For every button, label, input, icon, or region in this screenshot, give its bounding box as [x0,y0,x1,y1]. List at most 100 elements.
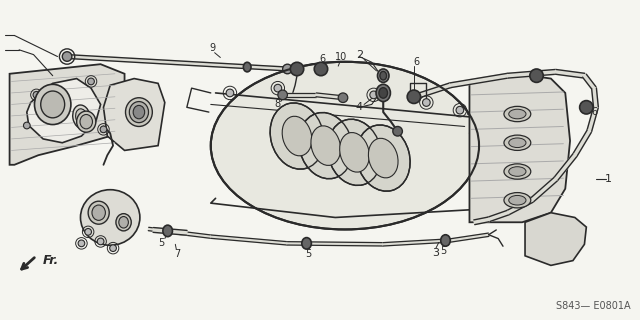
Text: 8: 8 [275,100,281,109]
Polygon shape [450,233,489,242]
Text: 6: 6 [320,54,326,64]
Ellipse shape [80,115,92,129]
Polygon shape [582,74,596,90]
Ellipse shape [81,190,140,245]
Ellipse shape [509,138,526,148]
Text: 5: 5 [305,249,312,259]
Text: 10: 10 [335,52,348,61]
Ellipse shape [119,217,129,228]
Ellipse shape [52,95,66,114]
Ellipse shape [379,88,388,98]
Circle shape [456,106,464,114]
Ellipse shape [116,214,131,231]
Ellipse shape [504,164,531,179]
Ellipse shape [163,225,172,237]
Circle shape [338,93,348,102]
Polygon shape [104,79,164,150]
Text: 1: 1 [605,174,612,184]
Polygon shape [556,69,585,78]
Ellipse shape [356,125,410,191]
Polygon shape [153,228,187,235]
Circle shape [109,245,116,252]
Circle shape [422,99,430,106]
Ellipse shape [92,205,106,220]
Polygon shape [412,83,451,100]
Polygon shape [554,154,577,181]
Circle shape [314,62,328,76]
Polygon shape [507,198,533,215]
Polygon shape [470,74,570,222]
Circle shape [226,89,234,97]
Ellipse shape [378,69,389,82]
Circle shape [407,90,420,103]
Ellipse shape [504,106,531,122]
Circle shape [283,64,292,74]
Ellipse shape [299,113,353,179]
Ellipse shape [49,90,70,119]
Ellipse shape [41,91,65,118]
Circle shape [580,100,593,114]
Polygon shape [27,79,100,143]
Polygon shape [383,239,451,246]
Ellipse shape [328,119,381,185]
Ellipse shape [441,235,451,246]
Ellipse shape [133,105,145,119]
Polygon shape [211,235,287,245]
Text: 9: 9 [210,43,216,53]
Text: Fr.: Fr. [43,254,60,267]
Circle shape [100,126,107,133]
Polygon shape [283,93,316,97]
Circle shape [370,91,378,99]
Polygon shape [474,217,489,225]
Circle shape [78,240,84,247]
Ellipse shape [509,167,526,176]
Polygon shape [10,64,125,165]
Text: 3: 3 [433,248,440,258]
Ellipse shape [77,111,96,132]
Ellipse shape [509,109,526,119]
Ellipse shape [369,138,398,178]
Circle shape [24,122,30,129]
Circle shape [88,78,94,85]
Circle shape [291,62,304,76]
Text: 5: 5 [440,246,447,256]
Ellipse shape [504,193,531,208]
Text: 4: 4 [356,102,363,112]
Polygon shape [148,227,211,238]
Ellipse shape [35,84,71,124]
Ellipse shape [129,101,148,123]
Ellipse shape [311,126,340,165]
Circle shape [274,84,282,92]
Polygon shape [450,73,508,88]
Polygon shape [587,107,598,132]
Polygon shape [530,177,557,202]
Text: 5: 5 [158,238,164,248]
Circle shape [84,228,92,235]
Text: S843— E0801A: S843— E0801A [556,300,630,311]
Text: 6: 6 [591,107,597,117]
Polygon shape [287,242,383,246]
Circle shape [33,92,40,98]
Circle shape [62,52,72,61]
Polygon shape [525,213,586,265]
Polygon shape [316,93,343,100]
Polygon shape [67,55,287,71]
Ellipse shape [211,62,479,229]
Ellipse shape [282,116,312,156]
Ellipse shape [376,84,390,101]
Ellipse shape [504,135,531,150]
Ellipse shape [302,238,312,249]
Polygon shape [508,69,556,78]
Ellipse shape [73,105,90,129]
Circle shape [278,90,287,100]
Circle shape [393,126,403,136]
Circle shape [530,69,543,82]
Polygon shape [591,88,598,108]
Ellipse shape [270,103,324,169]
Ellipse shape [88,201,109,224]
Ellipse shape [125,98,152,126]
Ellipse shape [380,71,387,80]
Polygon shape [488,211,509,222]
Text: 2: 2 [356,50,363,60]
Polygon shape [573,130,591,156]
